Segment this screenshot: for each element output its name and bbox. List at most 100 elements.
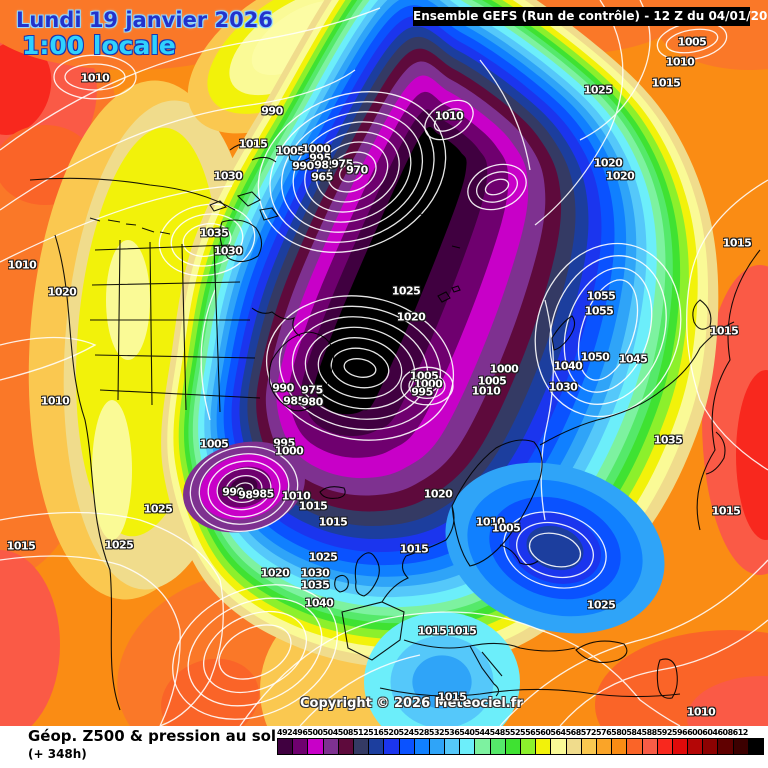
pressure-label: 1040 xyxy=(553,359,583,373)
pressure-label: 1015 xyxy=(651,76,681,90)
pressure-label: 1015 xyxy=(417,624,447,638)
legend-value: 512 xyxy=(352,728,369,737)
pressure-label: 990 xyxy=(272,381,294,395)
legend-swatch xyxy=(292,738,308,755)
legend-swatch xyxy=(428,738,445,755)
legend-swatch xyxy=(687,738,703,755)
legend-value: 492 xyxy=(277,728,293,737)
pressure-label: 990 xyxy=(261,104,283,118)
legend-value: 564 xyxy=(550,728,566,737)
pressure-label: 1030 xyxy=(300,566,330,580)
pressure-label: 1025 xyxy=(104,538,134,552)
pressure-label: 1020 xyxy=(423,487,453,501)
legend-swatch xyxy=(413,738,429,755)
pressure-label: 1000 xyxy=(301,142,331,156)
pressure-label: 1005 xyxy=(477,374,507,388)
pressure-label: 1005 xyxy=(491,521,521,535)
isobar-arcs xyxy=(0,0,768,726)
legend-swatch xyxy=(595,738,612,755)
pressure-label: 995 xyxy=(309,151,331,165)
pressure-label: 1000 xyxy=(489,362,519,376)
legend-value: 572 xyxy=(580,728,597,737)
legend-swatches-row xyxy=(277,738,765,755)
legend-value: 580 xyxy=(611,728,627,737)
legend-swatch-end xyxy=(747,738,764,755)
legend-value: 508 xyxy=(337,728,354,737)
legend-value: 588 xyxy=(641,728,658,737)
legend-swatch xyxy=(459,738,475,755)
pressure-label: 1015 xyxy=(722,236,752,250)
pressure-label: 1025 xyxy=(586,598,616,612)
pressure-label: 985 xyxy=(252,487,274,501)
legend-swatch xyxy=(732,738,748,755)
pressure-label: 1010 xyxy=(434,109,464,123)
legend-value: 504 xyxy=(322,728,339,737)
pressure-label: 1030 xyxy=(213,244,243,258)
model-run-header: Ensemble GEFS (Run de contrôle) - 12 Z d… xyxy=(413,7,768,26)
legend-swatch xyxy=(580,738,596,755)
legend-value: 584 xyxy=(626,728,642,737)
pressure-label: 975 xyxy=(331,157,353,171)
forecast-hour: (+ 348h) xyxy=(28,747,87,761)
pressure-label: 1040 xyxy=(304,596,334,610)
pressure-label: 1045 xyxy=(618,352,648,366)
legend-value: 576 xyxy=(595,728,612,737)
legend-swatch xyxy=(641,738,657,755)
legend-value: 552 xyxy=(504,728,521,737)
pressure-label: 1015 xyxy=(437,690,467,704)
legend-swatch xyxy=(520,738,536,755)
pressure-label: 1055 xyxy=(584,304,614,318)
pressure-label: 1015 xyxy=(318,515,348,529)
legend-swatch xyxy=(277,738,293,755)
geopotential-pressure-map xyxy=(0,0,768,726)
pressure-label: 1005 xyxy=(199,437,229,451)
pressure-label: 1035 xyxy=(653,433,683,447)
pressure-label: 1025 xyxy=(391,284,421,298)
footer-bar: Géop. Z500 & pression au sol (+ 348h) 49… xyxy=(0,726,768,768)
pressure-label: 1015 xyxy=(238,137,268,151)
legend-swatch xyxy=(444,738,460,755)
legend-value: 604 xyxy=(702,728,718,737)
legend-swatch xyxy=(307,738,323,755)
legend-value: 612 xyxy=(732,728,749,737)
pressure-label: 990 xyxy=(222,485,244,499)
map-canvas[interactable]: Lundi 19 janvier 2026 1:00 locale Ensemb… xyxy=(0,0,768,726)
pressure-label: 1015 xyxy=(447,624,477,638)
legend-swatch xyxy=(611,738,627,755)
pressure-label: 1050 xyxy=(580,350,610,364)
pressure-label: 1020 xyxy=(260,566,290,580)
pressure-label: 1000 xyxy=(274,444,304,458)
pressure-label: 990 xyxy=(292,159,314,173)
legend-swatch xyxy=(504,738,520,755)
pressure-label: 995 xyxy=(411,385,433,399)
isobar-rings xyxy=(53,21,728,720)
pressure-label: 1020 xyxy=(593,156,623,170)
legend-swatch xyxy=(550,738,566,755)
pressure-label: 1035 xyxy=(199,226,229,240)
legend-value: 532 xyxy=(428,728,445,737)
legend-swatch xyxy=(565,738,581,755)
legend-swatch xyxy=(398,738,414,755)
legend-swatch xyxy=(702,738,718,755)
legend-value: 544 xyxy=(474,728,490,737)
pressure-label: 1010 xyxy=(281,489,311,503)
coastlines xyxy=(29,143,761,711)
legend-swatch xyxy=(322,738,338,755)
pressure-label: 1010 xyxy=(686,705,716,719)
pressure-label: 1010 xyxy=(665,55,695,69)
pressure-label: 1055 xyxy=(586,289,616,303)
legend-values-row: 492 496 500 504 508 512 516 520 524 528 532 536 540 5… xyxy=(277,728,765,737)
pressure-label: 1010 xyxy=(475,515,505,529)
pressure-label: 1020 xyxy=(47,285,77,299)
copyright-label: Copyright © 2026 Meteociel.fr xyxy=(300,696,523,711)
pressure-label: 1030 xyxy=(213,169,243,183)
pressure-label: 975 xyxy=(301,383,323,397)
legend-value: 520 xyxy=(383,728,399,737)
pressure-label: 995 xyxy=(273,436,295,450)
pressure-label: 1015 xyxy=(399,542,429,556)
pressure-label: 1025 xyxy=(143,502,173,516)
legend-swatch xyxy=(626,738,642,755)
pressure-label: 1015 xyxy=(709,324,739,338)
pressure-label: 1015 xyxy=(298,499,328,513)
